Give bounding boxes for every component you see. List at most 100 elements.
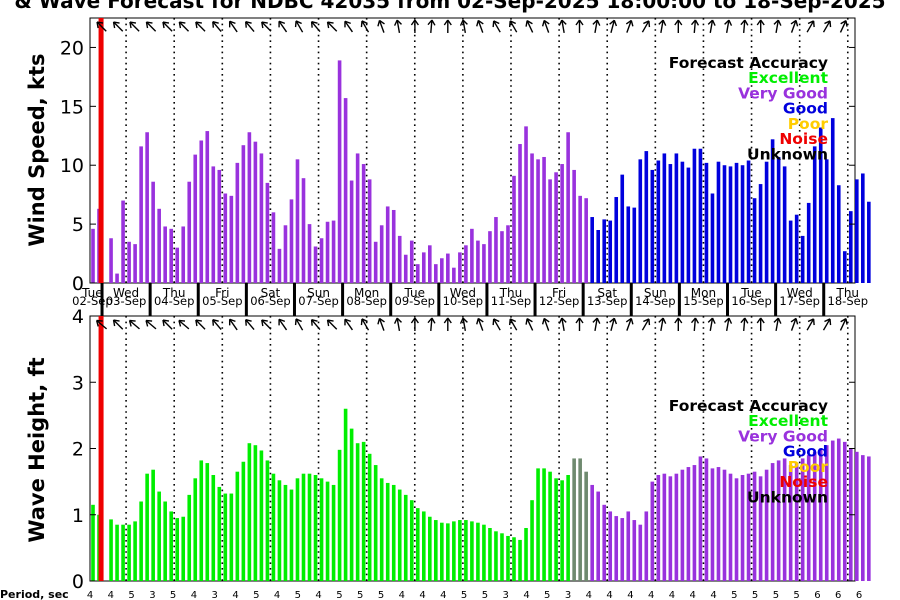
data-bar: [572, 458, 576, 581]
data-bar: [211, 475, 216, 581]
arrow-head: [212, 20, 219, 28]
arrow-shaft: [660, 317, 664, 332]
data-bar: [824, 159, 829, 283]
arrow-shaft: [212, 319, 222, 331]
direction-arrow: [641, 318, 651, 331]
data-bar: [861, 173, 865, 283]
legend-entry: Excellent: [748, 412, 828, 430]
direction-arrow: [674, 19, 683, 33]
date-label: 14-Sep: [635, 294, 675, 308]
arrow-shaft: [178, 21, 190, 32]
data-bar: [560, 164, 564, 283]
data-bar: [325, 481, 330, 582]
data-bar: [355, 153, 360, 283]
data-bar: [241, 145, 246, 283]
period-value: 5: [752, 590, 758, 600]
period-value: 4: [669, 590, 675, 600]
data-bar: [608, 220, 613, 283]
arrow-shaft: [493, 20, 501, 33]
arrow-shaft: [693, 19, 697, 34]
data-bar: [283, 484, 288, 581]
data-bar: [488, 231, 492, 283]
data-bar: [650, 169, 655, 283]
data-bar: [109, 519, 113, 581]
direction-arrow: [592, 19, 601, 34]
arrow-shaft: [839, 318, 847, 331]
y-tick-label: 2: [72, 439, 84, 461]
data-bar: [428, 245, 432, 283]
data-bar: [145, 473, 149, 581]
arrow-head: [245, 20, 252, 28]
data-bar: [770, 139, 775, 283]
direction-arrow: [773, 317, 782, 332]
data-bar: [109, 238, 113, 283]
data-bar: [830, 440, 835, 581]
day-separator: [726, 283, 729, 316]
data-bar: [632, 520, 637, 581]
arrow-head: [724, 317, 733, 324]
arrow-head: [459, 19, 468, 26]
arrow-shaft: [195, 319, 206, 330]
legend-entry: Very Good: [738, 427, 828, 445]
data-bar: [229, 493, 234, 581]
data-bar: [512, 537, 516, 581]
data-bar: [319, 238, 324, 283]
arrow-head: [658, 19, 667, 26]
day-of-week-label: Mon: [354, 286, 379, 300]
data-bar: [746, 473, 751, 581]
day-separator: [485, 283, 489, 316]
data-bar: [830, 118, 835, 283]
day-separator: [389, 283, 393, 316]
arrow-shaft: [775, 317, 780, 332]
data-bar: [397, 489, 402, 581]
data-bar: [223, 493, 228, 581]
arrow-shaft: [709, 317, 714, 332]
direction-arrow: [806, 318, 815, 331]
data-bar: [764, 469, 769, 581]
data-bar: [157, 491, 161, 581]
arrow-head: [707, 317, 716, 324]
day-separator: [581, 283, 585, 316]
data-bar: [566, 475, 570, 581]
arrow-shaft: [806, 20, 815, 33]
data-bar: [855, 179, 859, 283]
direction-arrow: [790, 317, 799, 331]
day-of-week-label: Thu: [499, 286, 523, 300]
day-of-week-label: Tue: [81, 286, 103, 300]
arrow-head: [360, 20, 368, 28]
data-bar: [379, 478, 384, 581]
arrow-shaft: [693, 317, 697, 332]
arrow-head: [245, 318, 252, 326]
data-bar: [115, 524, 119, 581]
data-bar: [115, 273, 119, 283]
direction-arrow: [294, 20, 304, 33]
data-bar: [758, 476, 763, 581]
arrow-shaft: [396, 19, 401, 34]
arrow-head: [773, 317, 782, 324]
direction-arrow: [278, 20, 288, 33]
data-bar: [295, 478, 300, 581]
data-bar: [259, 450, 264, 581]
direction-arrow: [724, 19, 733, 34]
direction-arrow: [162, 21, 173, 32]
data-bar: [812, 451, 817, 581]
data-bar: [554, 172, 558, 283]
data-bar: [139, 146, 143, 283]
data-bar: [217, 169, 222, 283]
data-bar: [644, 511, 649, 581]
direction-arrow: [525, 318, 534, 331]
direction-arrow: [558, 317, 567, 332]
direction-arrow: [96, 21, 107, 32]
arrow-shaft: [361, 318, 370, 331]
data-bar: [710, 468, 715, 582]
arrow-head: [508, 318, 517, 326]
arrow-head: [625, 19, 634, 27]
arrow-shaft: [822, 318, 831, 331]
data-bar: [199, 140, 204, 283]
direction-arrow: [839, 20, 848, 33]
day-of-week-label: Wed: [787, 286, 813, 300]
arrow-shaft: [344, 318, 354, 331]
arrow-shaft: [113, 319, 124, 330]
arrow-head: [690, 19, 700, 26]
data-bar: [409, 500, 414, 581]
